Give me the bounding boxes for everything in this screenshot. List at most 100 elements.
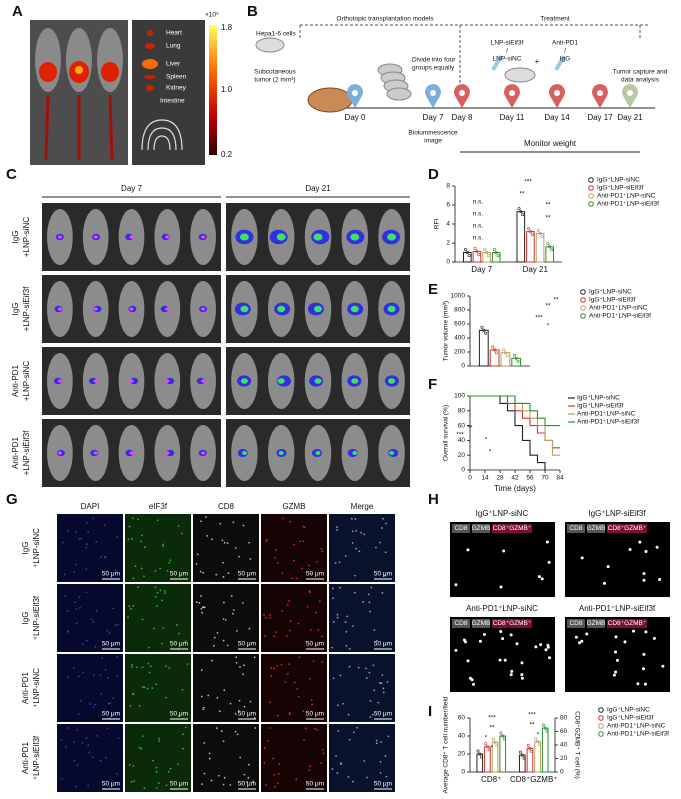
cell-dot	[331, 587, 334, 590]
y-tick-label: 0	[461, 769, 465, 776]
signal-core	[57, 379, 62, 383]
row-label: Anti-PD1	[11, 436, 20, 469]
significance: ***	[524, 179, 532, 186]
cell-dot	[373, 689, 376, 692]
cell-dot	[114, 624, 117, 627]
cell-dot	[614, 650, 618, 654]
cell-dot	[253, 717, 256, 719]
cell-dot	[642, 652, 646, 656]
cell-dot	[147, 646, 150, 649]
y-tick-label: 0	[461, 363, 465, 370]
legend-swatch	[588, 193, 594, 199]
signal-core	[93, 451, 98, 455]
signal-core	[93, 307, 98, 311]
cell-dot	[76, 764, 79, 767]
cell-dot	[472, 682, 476, 686]
row-label: IgG	[11, 231, 20, 244]
cell-dot	[274, 785, 277, 788]
cell-dot	[348, 648, 351, 650]
cell-dot	[277, 772, 280, 775]
timeline-pin	[622, 84, 638, 108]
cell-dot	[661, 664, 665, 668]
bar	[472, 251, 482, 263]
bar-dot	[528, 230, 532, 234]
scale-bar-label: 50 μm	[238, 711, 256, 718]
bar-dot	[528, 746, 532, 750]
cell-dot	[357, 666, 360, 669]
cell-dot	[248, 541, 251, 544]
cell-dot	[66, 610, 69, 613]
cell-dot	[515, 642, 519, 646]
bar-dot	[493, 348, 497, 352]
significance: **	[553, 297, 559, 304]
cell-dot	[202, 708, 205, 711]
cell-dot	[281, 610, 283, 612]
scale-bar-label: 50 μm	[374, 641, 392, 648]
bar-dot	[484, 742, 488, 746]
micrograph	[261, 654, 327, 722]
significance: **	[545, 215, 551, 222]
cell-dot	[72, 666, 75, 669]
cell-dot	[216, 696, 219, 699]
bar-dot	[502, 348, 506, 352]
bar-dot	[512, 353, 516, 357]
bar-dot	[473, 247, 477, 251]
cell-dot	[366, 776, 368, 779]
legend-label: IgG⁺LNP-siEif3f	[577, 403, 624, 410]
cell-dot	[310, 699, 313, 701]
significance: **	[545, 202, 551, 209]
cell-dot	[241, 601, 244, 604]
cell-dot	[642, 572, 646, 576]
significance: n.s.	[473, 235, 484, 242]
cell-dot	[165, 665, 167, 667]
bar-dot	[475, 250, 479, 254]
cell-dot	[138, 746, 141, 749]
cell-dot	[273, 773, 276, 776]
cell-dot	[347, 713, 350, 716]
colorbar-label: 1.0	[221, 85, 233, 94]
tag: GZMB	[472, 620, 491, 627]
micrograph	[329, 584, 395, 652]
cell-dot	[100, 692, 103, 695]
legend-label: Anti-PD1⁺LNP-siNC	[577, 411, 636, 418]
label: groups equally	[412, 65, 455, 72]
cell-dot	[218, 710, 221, 713]
significance: **	[489, 725, 495, 732]
label: Hepa1-6 cells	[256, 31, 296, 38]
legend-swatch	[580, 289, 586, 295]
cell-dot	[276, 714, 279, 717]
cell-dot	[355, 547, 358, 550]
cell-dot	[351, 541, 354, 544]
scale-bar-label: 50 μm	[238, 571, 256, 578]
cell-dot	[114, 569, 117, 572]
bar-dot	[465, 251, 469, 255]
cell-dot	[297, 695, 300, 698]
cell-dot	[186, 663, 189, 666]
tag: GZMB	[472, 525, 491, 532]
bar-dot	[494, 251, 498, 255]
cell-dot	[612, 673, 616, 677]
cell-dot	[614, 635, 618, 639]
timeline-pin	[347, 84, 363, 108]
scale-bar-label: 50 μm	[238, 781, 256, 788]
cell-dot	[106, 727, 109, 730]
cell-dot	[368, 671, 371, 674]
cell-dot	[109, 702, 112, 705]
micrograph	[329, 514, 395, 582]
legend-label: Anti-PD1⁺LNP-siEif3f	[589, 313, 651, 320]
cell-dot	[131, 666, 134, 668]
cell-dot	[230, 594, 233, 597]
cell-dot	[623, 640, 627, 644]
legend-label: Anti-PD1⁺LNP-siEif3f	[597, 201, 659, 208]
cell-dot	[520, 661, 524, 665]
significance: **	[529, 722, 535, 729]
signal-core	[277, 378, 285, 384]
colorbar-label: 1.8	[221, 23, 233, 32]
cell-dot	[236, 733, 239, 736]
cell-dot	[337, 730, 340, 732]
cell-dot	[336, 616, 339, 619]
cell-dot	[181, 689, 184, 691]
pin-hole	[430, 90, 436, 96]
cell-dot	[263, 761, 266, 764]
x-tick-label: 70	[541, 475, 549, 482]
